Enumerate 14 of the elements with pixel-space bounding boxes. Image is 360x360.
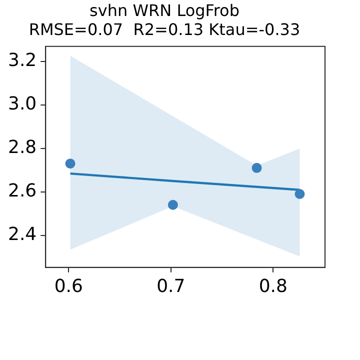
point [168, 200, 178, 210]
y-tick-label: 3.0 [8, 94, 37, 115]
y-tick-label: 2.6 [8, 180, 37, 202]
chart-subtitle: RMSE=0.07 R2=0.13 Ktau=-0.33 [28, 20, 300, 39]
x-tick-label: 0.7 [156, 276, 186, 297]
y-tick-label: 2.8 [8, 137, 37, 158]
y-tick-label: 3.2 [8, 50, 37, 72]
y-tick-label: 2.4 [8, 224, 37, 246]
x-tick-label: 0.8 [258, 276, 288, 297]
point [294, 189, 305, 200]
chart-title: svhn WRN LogFrob [90, 0, 240, 20]
point [252, 162, 262, 173]
point [65, 158, 76, 169]
x-tick-label: 0.6 [54, 276, 83, 297]
